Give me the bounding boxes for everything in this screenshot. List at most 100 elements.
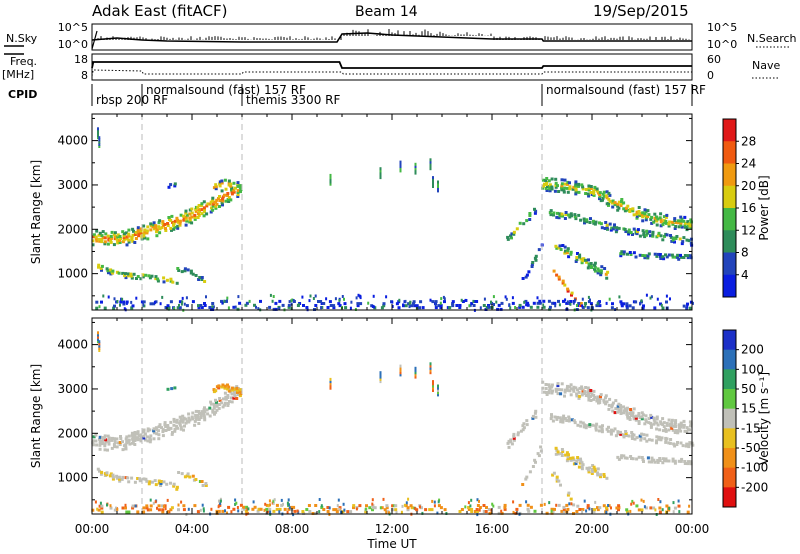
echo-cell bbox=[97, 233, 101, 237]
echo-cell bbox=[91, 508, 95, 512]
echo-cell bbox=[554, 389, 558, 393]
echo-cell bbox=[683, 429, 687, 433]
echo-cell bbox=[687, 239, 691, 243]
echo-cell bbox=[611, 227, 615, 231]
echo-cell bbox=[148, 480, 152, 484]
echo-cell bbox=[221, 197, 224, 201]
echo-cell bbox=[596, 471, 600, 475]
echo-cell bbox=[211, 208, 215, 212]
echo-cell bbox=[179, 213, 183, 217]
echo-cell bbox=[561, 418, 565, 422]
echo-cell bbox=[130, 476, 134, 480]
scatter-cell bbox=[610, 506, 612, 510]
echo-cell bbox=[639, 436, 643, 440]
isolated-cell bbox=[429, 167, 432, 171]
echo-cell bbox=[545, 393, 549, 396]
isolated-cell bbox=[97, 338, 99, 341]
echo-cell bbox=[622, 454, 626, 458]
echo-cell bbox=[525, 273, 529, 277]
scatter-cell bbox=[508, 303, 511, 307]
echo-cell bbox=[335, 510, 339, 514]
echo-cell bbox=[598, 221, 601, 225]
echo-cell bbox=[565, 451, 569, 455]
echo-cell bbox=[649, 217, 653, 221]
echo-cell bbox=[588, 466, 592, 470]
x-tick-label: 20:00 bbox=[575, 522, 610, 536]
echo-cell bbox=[149, 222, 153, 226]
echo-cell bbox=[593, 187, 597, 191]
echo-cell bbox=[434, 300, 438, 304]
isolated-cell bbox=[429, 162, 432, 166]
echo-cell bbox=[548, 189, 552, 193]
echo-cell bbox=[230, 386, 234, 390]
echo-cell bbox=[107, 442, 111, 446]
echo-cell bbox=[424, 508, 428, 512]
scatter-cell bbox=[167, 307, 170, 311]
scatter-cell bbox=[98, 305, 101, 309]
echo-cell bbox=[201, 484, 205, 487]
echo-cell bbox=[421, 306, 425, 310]
echo-cell bbox=[668, 441, 672, 445]
echo-cell bbox=[184, 421, 188, 425]
echo-cell bbox=[196, 216, 200, 219]
echo-cell bbox=[121, 230, 125, 234]
echo-cell bbox=[533, 256, 537, 260]
echo-cell bbox=[579, 218, 583, 222]
echo-cell bbox=[482, 304, 486, 307]
echo-cell bbox=[545, 511, 549, 515]
scatter-cell bbox=[495, 300, 498, 304]
echo-cell bbox=[215, 202, 219, 206]
echo-cell bbox=[116, 241, 120, 245]
echo-cell bbox=[202, 414, 206, 418]
echo-cell bbox=[630, 435, 634, 438]
echo-cell bbox=[644, 210, 648, 214]
echo-cell bbox=[562, 507, 566, 511]
echo-cell bbox=[371, 504, 375, 508]
echo-cell bbox=[239, 190, 242, 194]
echo-cell bbox=[152, 221, 156, 225]
freq-unit-label: [MHz] bbox=[2, 68, 35, 81]
echo-cell bbox=[584, 192, 588, 195]
echo-cell bbox=[624, 432, 628, 435]
echo-cell bbox=[628, 416, 632, 419]
echo-cell bbox=[150, 274, 154, 278]
echo-cell bbox=[677, 504, 681, 508]
isolated-cell bbox=[437, 391, 439, 395]
colorbar-tick-label: -15 bbox=[741, 421, 761, 435]
echo-cell bbox=[184, 217, 188, 221]
echo-cell bbox=[619, 432, 623, 436]
echo-cell bbox=[611, 401, 615, 405]
scatter-cell bbox=[678, 510, 681, 514]
echo-cell bbox=[214, 183, 218, 187]
echo-cell bbox=[617, 506, 621, 510]
echo-cell bbox=[129, 274, 133, 278]
echo-cell bbox=[157, 433, 161, 437]
echo-cell bbox=[631, 209, 635, 213]
isolated-cell bbox=[399, 167, 402, 171]
echo-cell bbox=[232, 392, 236, 396]
colorbar-tick-label: 28 bbox=[741, 134, 756, 148]
echo-cell bbox=[600, 226, 604, 230]
x-tick-label: 00:00 bbox=[675, 522, 710, 536]
echo-cell bbox=[550, 383, 554, 387]
echo-cell bbox=[611, 302, 614, 306]
echo-cell bbox=[586, 394, 590, 398]
echo-cell bbox=[550, 391, 554, 395]
echo-cell bbox=[214, 187, 218, 191]
echo-cell bbox=[109, 268, 113, 272]
scatter-cell bbox=[661, 508, 664, 512]
echo-cell bbox=[166, 424, 170, 427]
echo-cell bbox=[191, 411, 195, 415]
echo-cell bbox=[689, 220, 693, 224]
echo-cell bbox=[190, 221, 194, 225]
echo-cell bbox=[613, 411, 617, 415]
freq-tick-right: 0 bbox=[707, 69, 714, 82]
echo-cell bbox=[593, 265, 597, 269]
echo-cell bbox=[631, 233, 634, 236]
echo-cell bbox=[687, 443, 691, 447]
echo-cell bbox=[563, 251, 567, 255]
echo-cell bbox=[203, 406, 206, 410]
echo-cell bbox=[662, 425, 666, 429]
echo-cell bbox=[641, 211, 645, 215]
scatter-cell bbox=[94, 500, 97, 504]
